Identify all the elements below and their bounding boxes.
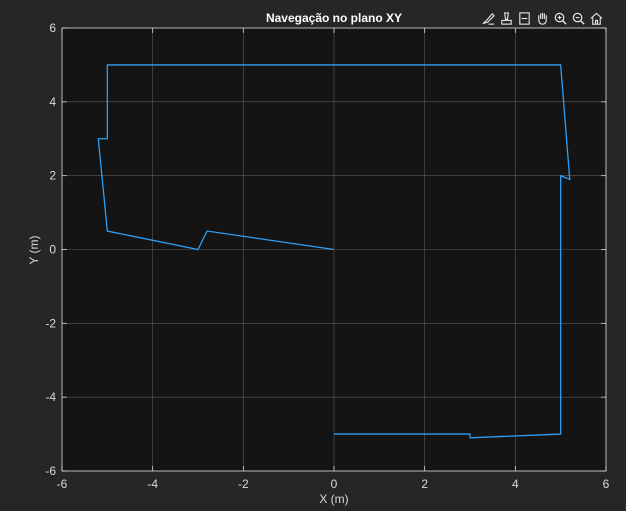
y-tick-label: 4 xyxy=(49,95,56,109)
legend-button[interactable] xyxy=(516,10,533,27)
zoom-in-button[interactable] xyxy=(552,10,569,27)
brush-button[interactable] xyxy=(480,10,497,27)
x-tick-labels: -6 -4 -2 0 2 4 6 xyxy=(57,477,610,491)
pan-button[interactable] xyxy=(534,10,551,27)
pan-icon xyxy=(538,12,547,25)
y-tick-label: -6 xyxy=(45,464,56,478)
x-tick-label: 0 xyxy=(331,477,338,491)
chart-title: Navegação no plano XY xyxy=(266,11,402,25)
y-axis-label: Y (m) xyxy=(27,235,41,264)
x-tick-label: 2 xyxy=(421,477,428,491)
trajectory-line-0 xyxy=(97,64,571,439)
data-tips-button[interactable] xyxy=(498,10,515,27)
y-tick-label: -4 xyxy=(45,390,56,404)
series-layer xyxy=(97,64,571,439)
legend-icon xyxy=(519,11,530,25)
brush-icon xyxy=(481,12,495,25)
data-tips-icon xyxy=(501,11,512,25)
zoom-out-icon xyxy=(572,12,585,25)
y-tick-label: 0 xyxy=(49,243,56,257)
zoom-in-icon xyxy=(554,12,567,25)
x-tick-label: -4 xyxy=(147,477,158,491)
y-tick-label: -2 xyxy=(45,316,56,330)
x-tick-label: -6 xyxy=(57,477,68,491)
x-axis-label: X (m) xyxy=(319,492,348,506)
y-tick-label: 6 xyxy=(49,21,56,35)
restore-view-button[interactable] xyxy=(588,10,605,27)
zoom-out-button[interactable] xyxy=(570,10,587,27)
x-tick-label: -2 xyxy=(238,477,249,491)
x-tick-label: 4 xyxy=(512,477,519,491)
y-tick-label: 2 xyxy=(49,169,56,183)
axes-toolbar xyxy=(480,9,605,27)
x-tick-label: 6 xyxy=(603,477,610,491)
ticks xyxy=(61,27,607,472)
home-icon xyxy=(590,12,603,25)
y-tick-labels: -6 -4 -2 0 2 4 6 xyxy=(45,21,56,478)
